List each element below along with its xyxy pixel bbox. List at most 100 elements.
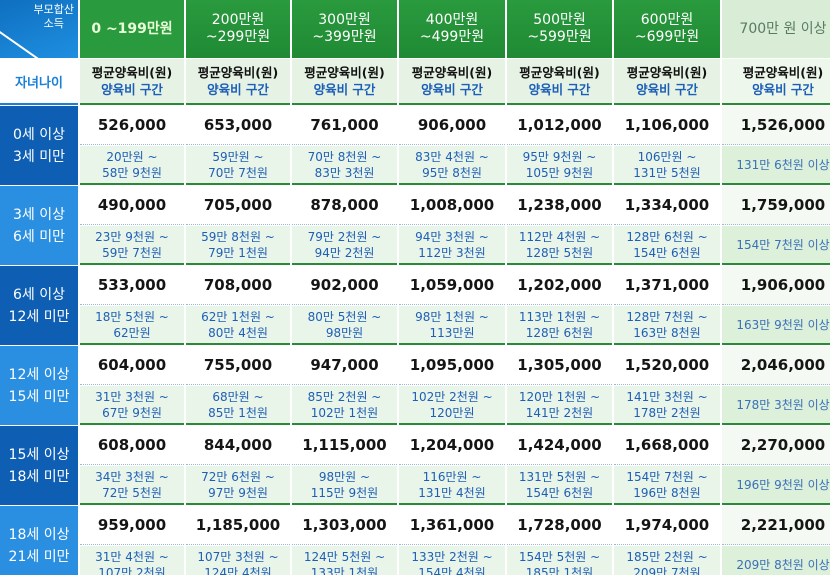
cost-range-cell: 185만 2천원 ~209만 7천원: [614, 546, 720, 575]
income-bracket-header: 500만원 ~599만원: [507, 0, 612, 58]
average-cost-cell: 1,759,000: [722, 186, 830, 225]
cost-range-to: 185만 1천원: [525, 565, 594, 575]
average-cost-cell: 653,000: [186, 106, 290, 145]
cost-range-cell: 113만 1천원 ~128만 6천원: [507, 306, 612, 345]
income-bracket-header: 400만원 ~499만원: [399, 0, 505, 58]
cost-range-from: 178만 3천원 이상: [736, 397, 830, 412]
average-cost-cell: 1,526,000: [722, 106, 830, 145]
cost-range-to: 131만 4천원: [418, 485, 486, 500]
cost-range-cell: 18만 5천원 ~62만원: [80, 306, 184, 345]
cost-range-from: 85만 2천원 ~: [307, 389, 382, 404]
cost-range-from: 116만원 ~: [422, 469, 482, 484]
income-bracket-line1: 0 ~199만원: [91, 20, 173, 37]
cost-range-from: 83만 4천원 ~: [415, 149, 489, 164]
cost-range-to: 59만 7천원: [102, 245, 162, 260]
cost-range-cell: 128만 7천원 ~163만 8천원: [614, 306, 720, 345]
cost-range-from: 128만 6천원 ~: [626, 229, 708, 244]
cost-range-to: 105만 9천원: [525, 165, 594, 180]
column-subheader: 평균양육비(원) 양육비 구간: [292, 59, 397, 105]
cost-range-cell: 23만 9천원 ~59만 7천원: [80, 226, 184, 265]
average-cost-cell: 1,424,000: [507, 426, 612, 465]
cost-range-cell: 72만 6천원 ~97만 9천원: [186, 466, 290, 505]
age-group-to: 6세 미만: [13, 228, 65, 245]
cost-range-from: 59만원 ~: [212, 149, 264, 164]
cost-range-to: 62만원: [113, 325, 151, 340]
cost-range-from: 102만 2천원 ~: [411, 389, 493, 404]
column-subheader: 평균양육비(원) 양육비 구간: [186, 59, 290, 105]
average-cost-cell: 2,221,000: [722, 506, 830, 545]
age-group-to: 15세 미만: [8, 388, 70, 405]
average-cost-cell: 1,008,000: [399, 186, 505, 225]
income-bracket-header: 300만원 ~399만원: [292, 0, 397, 58]
cost-range-to: 163만 8천원: [633, 325, 701, 340]
cost-range-from: 62만 1천원 ~: [201, 309, 275, 324]
cost-range-to: 79만 1천원: [208, 245, 268, 260]
income-label-line1: 부모합산: [33, 3, 74, 16]
average-cost-cell: 1,371,000: [614, 266, 720, 305]
cost-range-to: 72만 5천원: [102, 485, 162, 500]
average-cost-cell: 1,303,000: [292, 506, 397, 545]
cost-range-to: 95만 8천원: [422, 165, 482, 180]
cost-range-from: 94만 3천원 ~: [415, 229, 489, 244]
income-bracket-line1: 700만 원 이상: [739, 20, 827, 37]
average-cost-cell: 844,000: [186, 426, 290, 465]
cost-range-cell: 124만 5천원 ~133만 1천원: [292, 546, 397, 575]
average-cost-cell: 2,046,000: [722, 346, 830, 385]
average-cost-cell: 604,000: [80, 346, 184, 385]
age-group-cell: 6세 이상 12세 미만: [0, 266, 78, 345]
average-cost-cell: 708,000: [186, 266, 290, 305]
cost-range-label: 양육비 구간: [207, 82, 269, 97]
cost-range-cell: 68만원 ~85만 1천원: [186, 386, 290, 425]
cost-range-to: 113만원: [429, 325, 475, 340]
cost-range-from: 154만 5천원 ~: [518, 549, 601, 564]
cost-range-to: 128만 5천원: [525, 245, 594, 260]
cost-range-to: 131만 5천원: [633, 165, 701, 180]
cost-range-to: 102만 1천원: [310, 405, 379, 420]
income-axis-label: 부모합산 소득: [34, 3, 74, 31]
cost-range-from: 185만 2천원 ~: [626, 549, 708, 564]
average-cost-label: 평균양육비(원): [91, 65, 173, 80]
cost-range-cell: 163만 9천원 이상: [722, 306, 830, 345]
average-cost-cell: 906,000: [399, 106, 505, 145]
cost-range-cell: 154만 7천원 이상: [722, 226, 830, 265]
cost-range-cell: 34만 3천원 ~72만 5천원: [80, 466, 184, 505]
cost-range-to: 70만 7천원: [208, 165, 268, 180]
cost-range-to: 98만원: [325, 325, 364, 340]
average-cost-cell: 755,000: [186, 346, 290, 385]
average-cost-cell: 1,974,000: [614, 506, 720, 545]
cost-range-cell: 31만 4천원 ~107만 2천원: [80, 546, 184, 575]
cost-range-to: 80만 4천원: [208, 325, 268, 340]
cost-range-to: 67만 9천원: [102, 405, 162, 420]
cost-range-cell: 178만 3천원 이상: [722, 386, 830, 425]
age-group-from: 0세 이상: [13, 126, 65, 143]
cost-range-cell: 20만원 ~58만 9천원: [80, 146, 184, 185]
cost-range-to: 124만 4천원: [204, 565, 272, 575]
cost-range-cell: 59만 8천원 ~79만 1천원: [186, 226, 290, 265]
cost-range-cell: 79만 2천원 ~94만 2천원: [292, 226, 397, 265]
average-cost-cell: 608,000: [80, 426, 184, 465]
cost-range-from: 128만 7천원 ~: [626, 309, 708, 324]
income-bracket-line1: 200만원: [211, 12, 265, 28]
income-bracket-line2: ~399만원: [312, 29, 377, 45]
age-group-to: 12세 미만: [8, 308, 70, 325]
age-group-cell: 3세 이상 6세 미만: [0, 186, 78, 265]
cost-range-from: 112만 4천원 ~: [518, 229, 601, 244]
column-subheader: 평균양육비(원) 양육비 구간: [399, 59, 505, 105]
income-bracket-line2: ~299만원: [205, 29, 271, 45]
cost-range-to: 97만 9천원: [208, 485, 268, 500]
cost-range-label: 양육비 구간: [528, 82, 591, 97]
cost-range-from: 72만 6천원 ~: [201, 469, 275, 484]
cost-range-cell: 85만 2천원 ~102만 1천원: [292, 386, 397, 425]
average-cost-cell: 1,728,000: [507, 506, 612, 545]
cost-range-from: 196만 9천원 이상: [736, 477, 830, 492]
cost-range-cell: 95만 9천원 ~105만 9천원: [507, 146, 612, 185]
cost-range-from: 141만 3천원 ~: [626, 389, 708, 404]
average-cost-cell: 1,668,000: [614, 426, 720, 465]
cost-range-from: 70만 8천원 ~: [307, 149, 382, 164]
cost-range-cell: 83만 4천원 ~95만 8천원: [399, 146, 505, 185]
age-axis-label: 자녀나이: [0, 59, 78, 105]
average-cost-label: 평균양육비(원): [197, 65, 279, 80]
cost-range-cell: 94만 3천원 ~112만 3천원: [399, 226, 505, 265]
average-cost-cell: 878,000: [292, 186, 397, 225]
